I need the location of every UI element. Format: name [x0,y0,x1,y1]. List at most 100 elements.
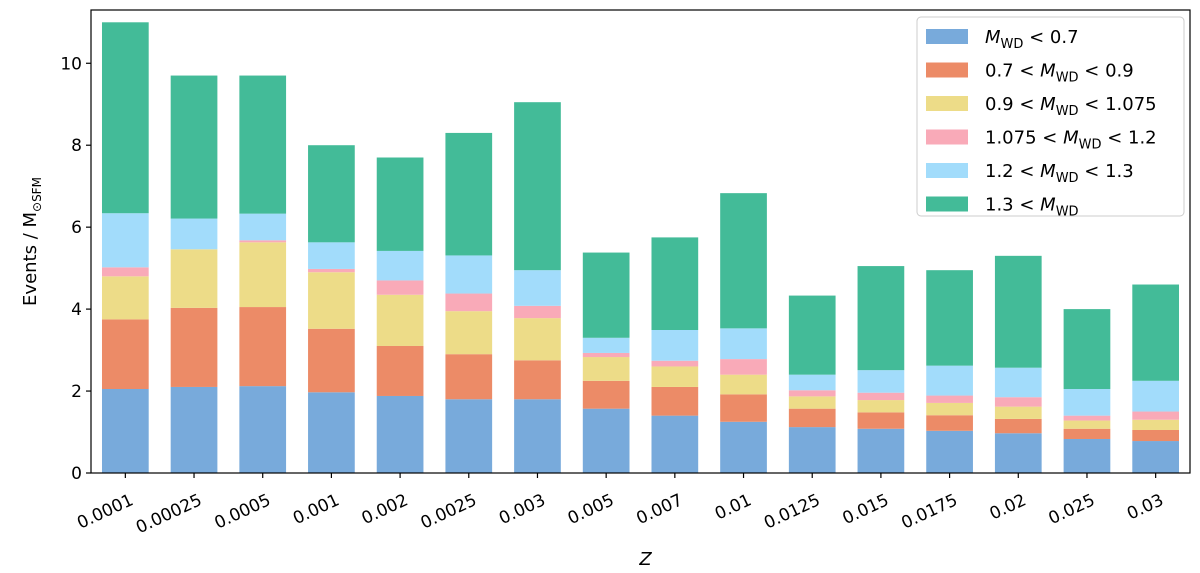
bar-segment [445,399,493,473]
legend-box [916,16,1185,217]
bar-segment [994,406,1042,419]
legend-label: 1.2 < MWD < 1.3 [985,161,1134,186]
bar-segment [994,255,1042,368]
bar-segment [445,354,493,400]
bar-segment [857,400,905,413]
legend-label: MWD < 0.7 [985,27,1079,52]
bar-segment [308,392,355,473]
legend: MWD < 0.7 0.7 < MWD < 0.9 0.9 < MWD < 1.07… [916,16,1185,220]
bar-segment [720,328,767,360]
bar-segment [239,75,287,214]
bar-segment [926,402,973,416]
bar-segment [376,345,424,396]
y-tick-label: 0 [71,464,82,484]
bar-segment [926,365,973,396]
legend-label: 1.075 < MWD < 1.2 [985,128,1157,153]
bar-segment [651,237,699,331]
bar-segment [1132,284,1180,381]
bar-segment [857,428,905,473]
bar-segment [788,390,836,397]
bar-segment [1132,411,1180,420]
bar-segment [101,276,149,320]
bar-segment [308,242,355,269]
x-tick-label: 0.002 [359,490,412,529]
bar-segment [1063,428,1111,439]
bar-segment [582,337,630,353]
bar-segment [239,386,287,473]
bar-segment [651,415,699,473]
bar-segment [994,367,1042,398]
y-tick-label: 4 [71,300,82,320]
x-axis-title: Z [638,549,652,570]
y-tick-label: 10 [60,54,82,74]
bar-segment [170,249,218,308]
bar-segment [1132,380,1180,412]
bar-segment [788,374,836,391]
y-tick-label: 2 [71,382,82,402]
bar-segment [1063,309,1111,390]
bar-segment [651,360,699,367]
bar-segment [926,415,973,431]
bar-segment [1132,429,1180,442]
legend-swatch [926,196,968,212]
bar-segment [720,421,767,473]
bar-segment [788,396,836,409]
bar-segment [101,22,149,214]
bar-segment [994,397,1042,407]
legend-label: 0.9 < MWD < 1.075 [985,94,1157,119]
bar-segment [1063,389,1111,416]
y-axis-title-main: Events / M [20,212,41,306]
bar-segment [514,102,561,271]
bar-segment [239,242,287,308]
bar-segment [308,145,355,243]
x-tick-label: 0.03 [1124,490,1167,524]
bar-segment [994,418,1042,434]
bar-segment [514,318,561,361]
y-tick-label: 8 [71,136,82,156]
bar-segment [308,272,355,329]
bar-segment [170,218,218,250]
bar-segment [514,305,561,319]
bar-segment [720,374,767,395]
bar-segment [445,132,493,256]
bar-segment [857,412,905,429]
legend-label: 1.3 < MWD [985,195,1079,220]
bar-segment [651,330,699,361]
bar-segment [651,366,699,387]
bar-segment [651,386,699,416]
legend-swatch [926,129,968,145]
bar-segment [445,311,493,355]
bar-segment [445,255,493,294]
bar-segment [170,75,218,219]
bar-segment [720,193,767,329]
bar-segment [1063,438,1111,473]
bar-segment [788,295,836,375]
bar-segment [445,293,493,312]
plot-frame [90,9,1191,474]
bar-segment [101,319,149,390]
bar-segment [1132,419,1180,430]
bar-segment [582,408,630,473]
bar-segment [239,213,287,241]
bar-segment [376,395,424,473]
x-tick-label: 0.01 [712,490,755,524]
bar-segment [514,360,561,400]
x-tick-label: 0.001 [290,490,343,529]
bar-segment [101,213,149,268]
bar-segment [101,389,149,473]
bar-segment [376,157,424,251]
legend-swatch [926,96,968,111]
bar-segment [376,250,424,281]
bar-segment [788,427,836,473]
legend-label: 0.7 < MWD < 0.9 [985,61,1134,86]
bar-segment [926,430,973,473]
bar-segment [239,240,287,243]
bar-segment [514,270,561,306]
x-tick-label: 0.0175 [898,490,960,533]
x-tick-label: 0.02 [987,490,1030,524]
bar-segment [308,328,355,393]
bar-segment [1063,415,1111,421]
bar-segment [926,395,973,403]
bar-segment [376,294,424,346]
